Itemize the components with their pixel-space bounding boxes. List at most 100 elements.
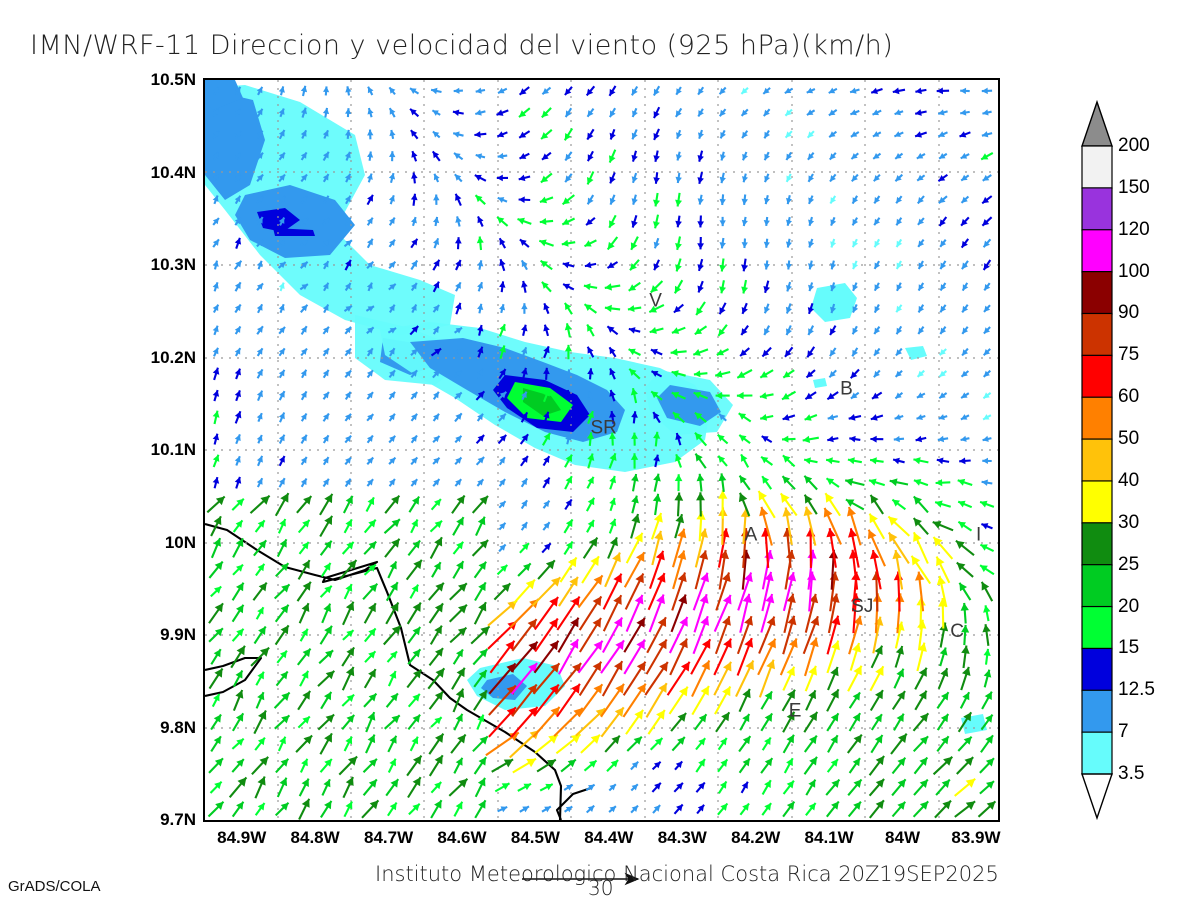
wind-arrow xyxy=(608,149,617,164)
wind-arrow xyxy=(977,800,997,818)
wind-arrow xyxy=(960,435,970,442)
wind-arrow xyxy=(719,194,726,206)
wind-arrow xyxy=(913,778,929,796)
wind-arrow xyxy=(739,593,752,633)
wind-arrow xyxy=(983,605,991,622)
wind-arrow xyxy=(630,236,639,251)
wind-arrow xyxy=(389,151,396,162)
wind-arrow xyxy=(717,433,729,445)
wind-arrow xyxy=(675,432,682,446)
wind-arrow xyxy=(432,435,441,444)
wind-arrow xyxy=(674,474,683,492)
wind-arrow xyxy=(430,498,442,511)
wind-arrow xyxy=(322,129,329,139)
x-axis-tick-label: 84.1W xyxy=(804,828,854,847)
wind-arrow xyxy=(409,108,420,118)
wind-arrow xyxy=(510,641,539,673)
wind-arrow xyxy=(672,550,687,590)
shaded-speed-regions xyxy=(205,80,987,734)
wind-arrow xyxy=(300,390,308,401)
wind-arrow xyxy=(319,625,333,645)
wind-arrow xyxy=(674,492,684,517)
wind-arrow xyxy=(563,127,574,141)
wind-arrow xyxy=(761,435,773,444)
wind-arrow xyxy=(823,507,842,545)
wind-arrow xyxy=(805,802,817,816)
wind-arrow xyxy=(363,602,377,624)
wind-arrow xyxy=(344,259,352,271)
wind-arrow xyxy=(982,238,992,248)
wind-arrow xyxy=(741,279,748,294)
wind-arrow xyxy=(274,624,290,646)
wind-arrow xyxy=(803,475,818,491)
wind-arrow xyxy=(410,478,419,487)
wind-arrow xyxy=(716,348,729,356)
wind-arrow xyxy=(608,214,617,229)
wind-arrow xyxy=(757,638,777,676)
wind-arrow xyxy=(957,520,973,532)
wind-arrow xyxy=(804,391,817,400)
wind-arrow xyxy=(366,326,375,335)
wind-arrow xyxy=(803,494,818,515)
wind-arrow xyxy=(956,561,974,578)
wind-arrow xyxy=(277,518,287,534)
wind-arrow xyxy=(719,216,726,227)
wind-arrow xyxy=(454,412,463,423)
wind-arrow xyxy=(981,131,993,138)
wind-arrow xyxy=(628,348,641,356)
wind-arrow xyxy=(939,647,948,667)
wind-arrow xyxy=(718,108,727,117)
wind-arrow xyxy=(647,572,666,611)
wind-arrow xyxy=(630,760,639,771)
wind-arrow xyxy=(256,195,264,204)
wind-arrow xyxy=(475,153,486,160)
wind-arrow xyxy=(851,347,859,357)
reference-vector-arrow xyxy=(522,872,640,886)
wind-arrow xyxy=(273,583,291,600)
wind-arrow xyxy=(720,151,726,161)
wind-arrow xyxy=(518,130,531,139)
wind-arrow xyxy=(829,173,837,183)
wind-arrow xyxy=(675,453,682,468)
wind-arrow xyxy=(781,689,796,712)
wind-arrow xyxy=(652,85,661,97)
plot-frame: V SR B A I SJ C E xyxy=(203,78,1000,822)
wind-arrow xyxy=(694,452,707,469)
wind-arrow xyxy=(782,507,793,545)
wind-arrow xyxy=(828,87,838,94)
wind-arrow xyxy=(693,391,708,400)
wind-arrow xyxy=(343,583,353,600)
y-axis-tick-label: 10.5N xyxy=(150,70,196,89)
wind-arrow xyxy=(586,476,595,489)
wind-arrow xyxy=(648,303,665,314)
wind-arrow xyxy=(738,492,751,517)
wind-arrow xyxy=(624,573,645,610)
wind-arrow xyxy=(278,173,286,183)
wind-arrow xyxy=(256,260,263,270)
wind-arrow xyxy=(917,282,925,292)
wind-arrow xyxy=(742,151,748,161)
wind-arrow xyxy=(256,86,264,96)
wind-arrow xyxy=(587,390,594,401)
wind-arrow xyxy=(609,410,616,424)
wind-arrow xyxy=(300,107,307,118)
wind-arrow xyxy=(846,733,863,754)
wind-arrow xyxy=(938,216,948,227)
wind-arrow xyxy=(913,756,929,775)
wind-arrow xyxy=(498,237,507,249)
wind-arrow xyxy=(802,435,819,443)
wind-arrow xyxy=(602,594,623,632)
wind-arrow xyxy=(475,390,486,401)
wind-arrow xyxy=(980,734,994,753)
wind-arrow xyxy=(741,216,748,227)
wind-arrow xyxy=(410,348,419,357)
wind-arrow xyxy=(872,131,882,138)
colorbar-tick-label: 12.5 xyxy=(1118,679,1155,701)
wind-arrow xyxy=(518,174,531,182)
wind-arrow xyxy=(254,736,266,751)
city-labels: V SR B A I SJ C E xyxy=(590,291,981,722)
wind-arrow xyxy=(939,239,947,248)
wind-arrow xyxy=(322,369,330,379)
wind-arrow xyxy=(649,737,664,751)
wind-arrow xyxy=(498,368,507,380)
